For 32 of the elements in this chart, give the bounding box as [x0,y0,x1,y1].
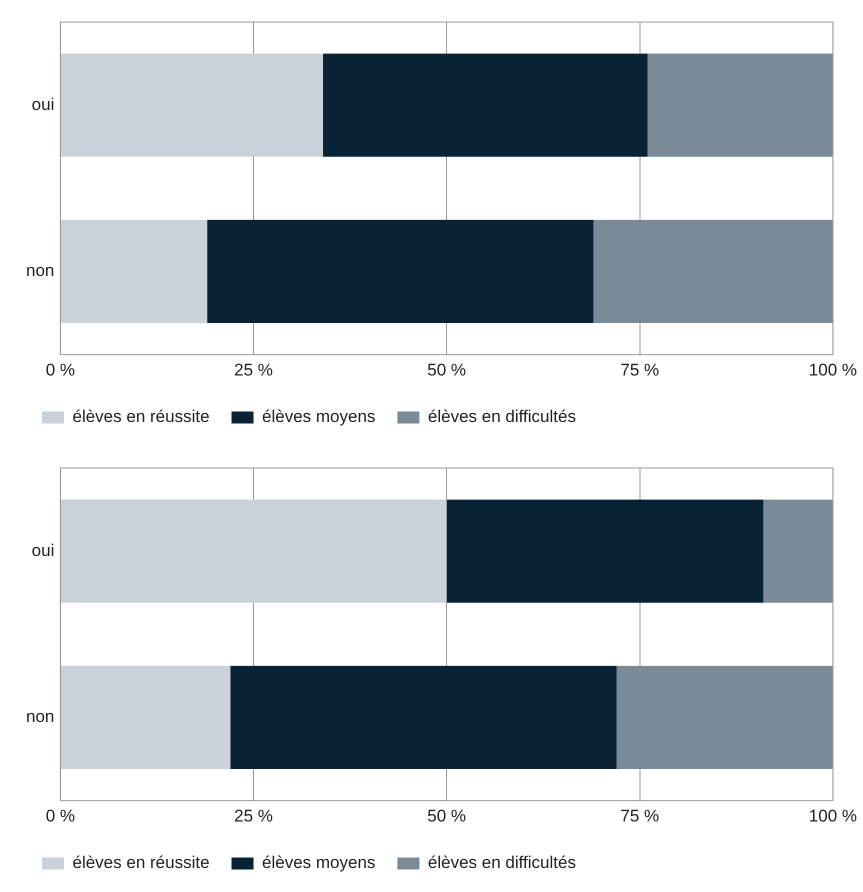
legend-label: élèves en réussite [72,853,210,872]
x-tick-label: 100 % [808,360,857,380]
x-tick-label: 0 % [46,360,76,380]
bar [647,54,833,157]
x-tick-label: 0 % [46,806,76,826]
bar [60,666,230,770]
bar [763,500,833,603]
bar [593,220,833,324]
x-tick-label: 75 % [620,806,660,826]
legend-label: élèves moyens [262,407,376,426]
bar [207,220,594,324]
x-tick-label: 100 % [808,806,857,826]
bar [446,500,764,603]
x-tick-label: 50 % [427,360,466,380]
bar [60,220,208,324]
y-tick-label: oui [32,94,54,114]
x-tick-label: 25 % [234,806,273,826]
bar [230,666,617,770]
bar [60,500,447,603]
bar [616,666,833,770]
legend-label: élèves en difficultés [428,853,576,872]
bar [60,54,324,157]
bar [323,54,648,157]
legend-label: élèves en difficultés [428,407,576,426]
legend-label: élèves en réussite [72,407,210,426]
y-tick-label: oui [32,540,54,560]
x-tick-label: 75 % [620,360,660,380]
legend-label: élèves moyens [262,853,376,872]
y-tick-label: non [26,261,54,280]
y-tick-label: non [26,707,54,726]
x-tick-label: 25 % [234,360,273,380]
x-tick-label: 50 % [427,806,466,826]
